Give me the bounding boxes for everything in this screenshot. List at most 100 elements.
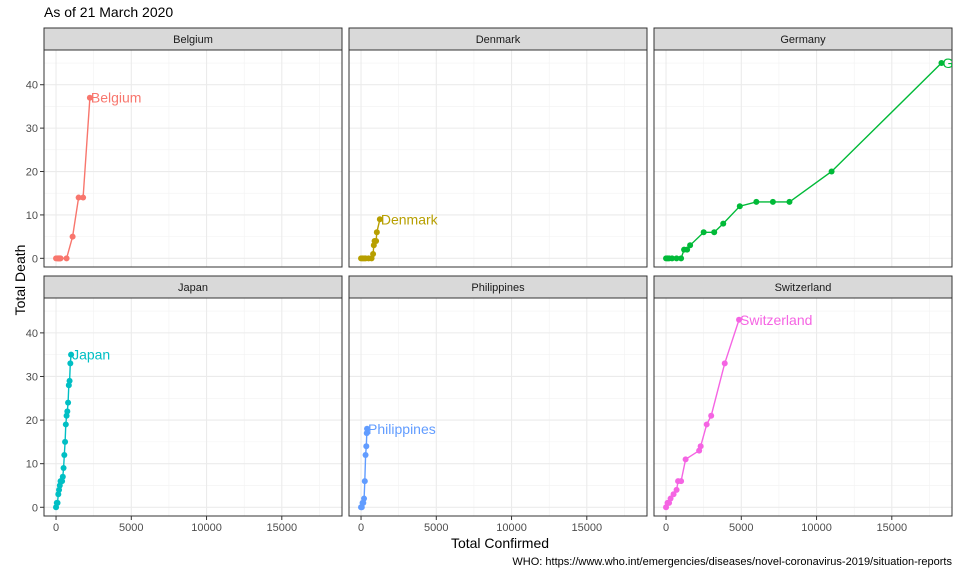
data-point	[736, 316, 743, 323]
series-end-label: Japan	[72, 347, 110, 363]
panel-border	[43, 49, 343, 268]
data-point	[363, 430, 370, 437]
data-point	[673, 255, 680, 262]
data-point	[62, 438, 69, 445]
data-point	[370, 250, 377, 257]
x-tick-label: 5000	[729, 522, 753, 534]
data-point	[670, 491, 677, 498]
x-tick-label: 0	[53, 522, 59, 534]
x-axis-label: Total Confirmed	[450, 535, 550, 551]
facet-strip-label: Denmark	[476, 34, 521, 46]
series-end-label: Denmark	[381, 211, 439, 227]
panel-background	[654, 50, 952, 267]
data-point	[63, 255, 70, 262]
data-point	[362, 451, 369, 458]
data-point	[700, 229, 707, 236]
panel-background	[44, 298, 342, 516]
y-tick-label: 40	[26, 328, 38, 340]
facet-strip-label: Belgium	[173, 34, 213, 46]
data-point	[65, 399, 72, 406]
data-point	[68, 351, 75, 358]
data-point	[708, 412, 715, 419]
x-tick-label: 15000	[572, 522, 603, 534]
data-point	[682, 456, 689, 463]
x-tick-label: 0	[358, 522, 364, 534]
y-tick-label: 30	[26, 123, 38, 135]
panel-border	[348, 297, 648, 517]
data-point	[769, 198, 776, 205]
data-point	[373, 237, 380, 244]
data-point	[363, 443, 370, 450]
source-caption: WHO: https://www.who.int/emergencies/dis…	[512, 556, 952, 568]
panel-background	[654, 298, 952, 516]
data-point	[721, 360, 728, 367]
x-tick-label: 15000	[267, 522, 298, 534]
data-point	[69, 233, 76, 240]
x-tick-label: 0	[663, 522, 669, 534]
y-tick-label: 10	[26, 210, 38, 222]
panel-border	[348, 49, 648, 268]
panel-border	[653, 297, 953, 517]
data-point	[687, 242, 694, 249]
data-point	[684, 246, 691, 253]
y-tick-label: 20	[26, 415, 38, 427]
y-tick-label: 0	[32, 502, 38, 514]
series-end-label: Germany	[942, 55, 960, 71]
data-point	[673, 486, 680, 493]
series-end-label: Philippines	[368, 421, 436, 437]
y-axis-label: Total Death	[12, 244, 28, 316]
x-tick-label: 10000	[496, 522, 527, 534]
data-point	[697, 443, 704, 450]
data-point	[938, 60, 945, 67]
data-point	[711, 229, 718, 236]
data-point	[678, 478, 685, 485]
panel-background	[44, 50, 342, 267]
series-end-label: Belgium	[91, 90, 142, 106]
y-tick-label: 40	[26, 80, 38, 92]
x-tick-label: 10000	[191, 522, 222, 534]
data-point	[753, 198, 760, 205]
panel-border	[43, 297, 343, 517]
data-point	[80, 194, 87, 201]
facet-strip-label: Switzerland	[775, 282, 832, 294]
data-point	[364, 425, 371, 432]
y-tick-label: 30	[26, 371, 38, 383]
data-point	[361, 495, 368, 502]
data-point	[62, 421, 69, 428]
data-point	[60, 465, 67, 472]
data-point	[361, 478, 368, 485]
data-point	[703, 421, 710, 428]
x-tick-label: 15000	[877, 522, 908, 534]
y-tick-label: 10	[26, 459, 38, 471]
data-point	[54, 499, 61, 506]
x-tick-label: 5000	[119, 522, 143, 534]
data-point	[75, 194, 82, 201]
panel-background	[349, 298, 647, 516]
data-point	[669, 255, 676, 262]
data-point	[376, 216, 383, 223]
data-point	[61, 451, 68, 458]
y-tick-label: 20	[26, 167, 38, 179]
data-point	[373, 229, 380, 236]
series-end-label: Switzerland	[740, 312, 812, 328]
data-point	[59, 473, 66, 480]
facet-strip-label: Philippines	[471, 282, 525, 294]
data-point	[57, 255, 64, 262]
chart-subtitle: As of 21 March 2020	[44, 4, 174, 20]
data-point	[720, 220, 727, 227]
data-point	[828, 168, 835, 175]
x-tick-label: 10000	[801, 522, 832, 534]
data-point	[86, 94, 93, 101]
panel-background	[349, 50, 647, 267]
data-point	[786, 198, 793, 205]
data-point	[67, 360, 74, 367]
data-point	[678, 255, 685, 262]
data-point	[667, 495, 674, 502]
x-tick-label: 5000	[424, 522, 448, 534]
facet-strip-label: Japan	[178, 282, 208, 294]
data-point	[66, 377, 73, 384]
data-point	[64, 408, 71, 415]
panel-border	[653, 49, 953, 268]
y-tick-label: 0	[32, 253, 38, 265]
